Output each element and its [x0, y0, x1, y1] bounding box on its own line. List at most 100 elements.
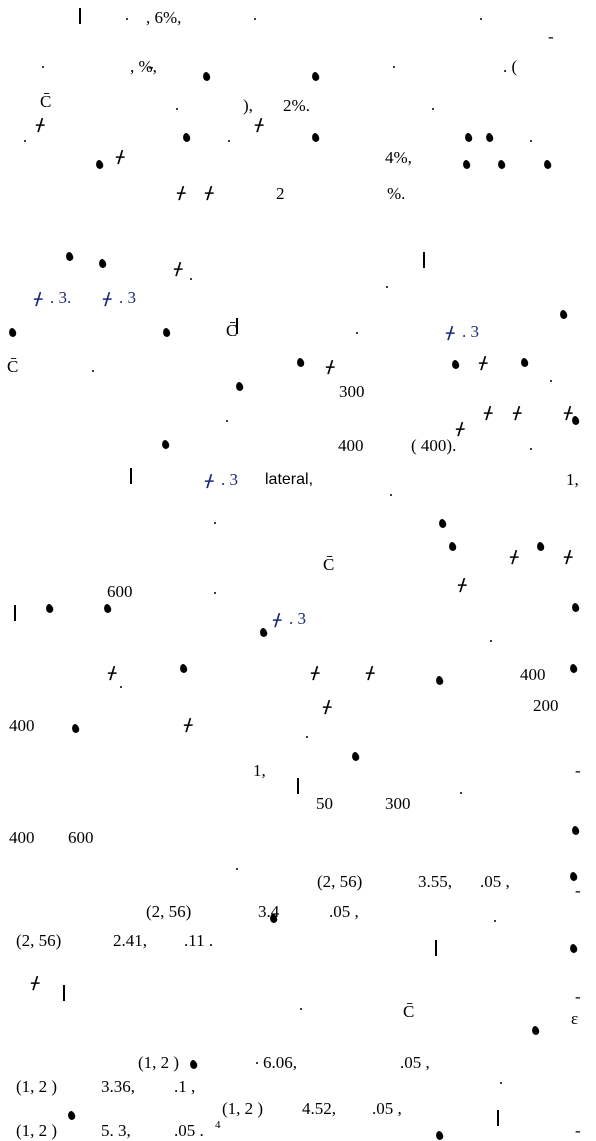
glyph-artifact — [494, 920, 496, 922]
glyph-artifact — [530, 140, 532, 142]
glyph-artifact — [542, 159, 553, 170]
footnote-marker: 4 — [215, 1119, 221, 1131]
glyph-artifact — [94, 159, 105, 170]
text-fragment: 2 — [276, 184, 285, 203]
text-fragment: lateral, — [265, 471, 314, 488]
glyph-artifact — [350, 751, 361, 762]
glyph-artifact — [188, 1059, 199, 1070]
glyph-artifact — [558, 309, 569, 320]
glyph-artifact: ᚋ — [326, 357, 335, 376]
stat-df: (2, 56) — [317, 872, 363, 891]
glyph-artifact: ᚋ — [458, 575, 467, 594]
glyph-artifact — [570, 825, 581, 836]
stat-value: 5. 3, — [101, 1121, 131, 1140]
glyph-artifact — [460, 792, 462, 794]
glyph-artifact — [437, 518, 448, 529]
figure-ref[interactable]: . 3 — [221, 470, 238, 489]
stat-p: .1 , — [174, 1077, 196, 1096]
glyph-artifact — [496, 159, 507, 170]
text-fragment: %. — [387, 184, 406, 203]
glyph-artifact — [126, 18, 128, 20]
glyph-artifact — [102, 603, 113, 614]
text-fragment: ), — [243, 96, 253, 115]
glyph-artifact: - — [148, 57, 154, 76]
glyph-artifact — [70, 723, 81, 734]
text-fragment: ( 400). — [411, 436, 457, 455]
stat-p: .05 , — [372, 1099, 402, 1118]
glyph-artifact: ᚋ — [311, 663, 320, 682]
glyph-artifact: ᚋ — [366, 663, 375, 682]
glyph-artifact — [97, 258, 108, 269]
figure-ref[interactable]: . 3 — [119, 288, 136, 307]
text-fragment: 1, — [253, 761, 266, 780]
figure-icon: ᚋ — [205, 471, 214, 490]
glyph-artifact: ᚋ — [564, 547, 573, 566]
glyph-artifact — [228, 140, 230, 142]
figure-icon: ᚋ — [273, 610, 282, 629]
text-fragment: 2%. — [283, 96, 310, 115]
glyph-artifact: ᚋ — [479, 353, 488, 372]
glyph-artifact — [190, 278, 192, 280]
text-fragment: 600 — [107, 582, 133, 601]
stat-df: (2, 56) — [16, 931, 62, 950]
glyph-artifact — [480, 18, 482, 20]
glyph-artifact — [214, 522, 216, 524]
glyph-artifact — [356, 332, 358, 334]
glyph-artifact — [463, 132, 474, 143]
glyph-artifact — [434, 1130, 445, 1141]
stat-p: .11 . — [184, 931, 214, 950]
glyph-artifact — [234, 381, 245, 392]
glyph-artifact — [236, 318, 238, 334]
glyph-artifact: ᚋ — [456, 419, 465, 438]
glyph-artifact — [24, 140, 26, 142]
text-fragment: 400 — [338, 436, 364, 455]
glyph-c-bar: C̄ — [40, 92, 52, 111]
glyph-artifact — [300, 1008, 302, 1010]
stat-df: (2, 56) — [146, 902, 192, 921]
glyph-artifact — [7, 327, 18, 338]
glyph-artifact — [201, 71, 212, 82]
glyph-artifact: - — [575, 881, 581, 900]
glyph-artifact: ᚋ — [177, 183, 186, 202]
glyph-artifact — [570, 602, 581, 613]
glyph-artifact: ɛ — [571, 1009, 579, 1028]
glyph-artifact — [435, 940, 437, 956]
glyph-artifact — [568, 943, 579, 954]
glyph-artifact — [550, 380, 552, 382]
stat-value: 6.06, — [263, 1053, 297, 1072]
text-fragment: , %, — [130, 57, 157, 76]
glyph-artifact: - — [575, 761, 581, 780]
figure-ref[interactable]: . 3. — [50, 288, 72, 307]
glyph-artifact — [226, 420, 228, 422]
stat-df: (1, 2 ) — [222, 1099, 264, 1118]
glyph-artifact: ᚋ — [564, 403, 573, 422]
text-fragment: . ( — [503, 57, 518, 76]
glyph-artifact — [393, 66, 395, 68]
glyph-artifact — [295, 357, 306, 368]
glyph-artifact — [568, 663, 579, 674]
glyph-artifact — [461, 159, 472, 170]
glyph-artifact — [236, 868, 238, 870]
glyph-artifact: ᚋ — [255, 115, 264, 134]
figure-icon: ᚋ — [34, 289, 43, 308]
glyph-artifact — [432, 108, 434, 110]
glyph-artifact: - — [548, 27, 554, 46]
glyph-c-bar: C̄ — [7, 357, 19, 376]
glyph-artifact — [386, 286, 388, 288]
text-fragment: 400 — [9, 828, 35, 847]
glyph-artifact: ᚋ — [513, 403, 522, 422]
figure-icon: ᚋ — [446, 323, 455, 342]
stat-p: .05 , — [480, 872, 510, 891]
glyph-artifact: ᚋ — [116, 147, 125, 166]
glyph-artifact: ᚋ — [184, 715, 193, 734]
glyph-artifact: ᚋ — [205, 183, 214, 202]
figure-ref[interactable]: . 3 — [289, 609, 306, 628]
glyph-artifact — [497, 1110, 499, 1126]
figure-ref[interactable]: . 3 — [462, 322, 479, 341]
glyph-artifact — [181, 132, 192, 143]
glyph-artifact — [310, 71, 321, 82]
text-fragment: 50 — [316, 794, 333, 813]
glyph-artifact — [500, 1082, 502, 1084]
glyph-artifact: ᚋ — [174, 259, 183, 278]
glyph-artifact — [92, 370, 94, 372]
